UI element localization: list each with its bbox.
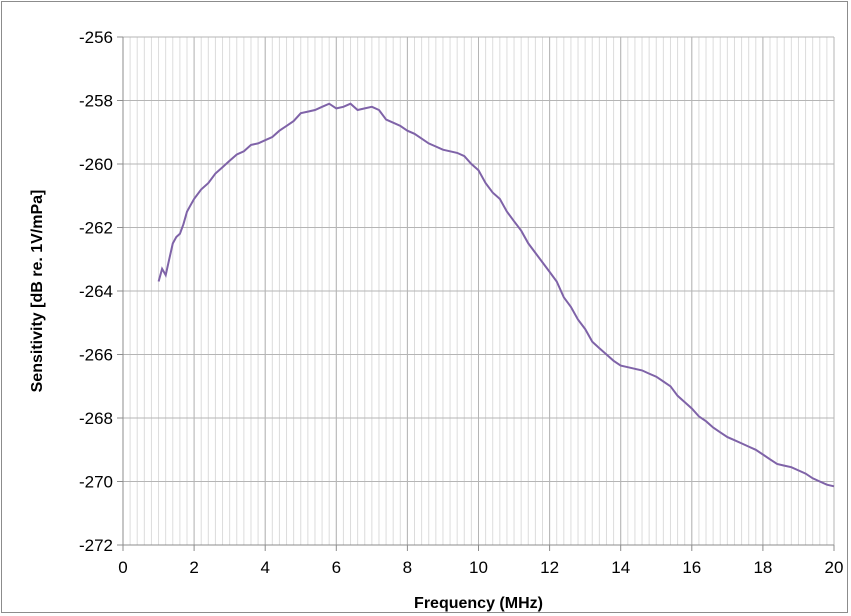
x-tick-label: 8 <box>403 558 412 577</box>
y-tick-label: -266 <box>79 346 113 365</box>
y-tick-label: -268 <box>79 409 113 428</box>
x-tick-label: 18 <box>753 558 772 577</box>
y-tick-label: -264 <box>79 282 113 301</box>
x-axis-title: Frequency (MHz) <box>414 595 543 612</box>
y-tick-label: -260 <box>79 155 113 174</box>
y-axis-ticks: -256 -258 -260 -262 -264 -266 -268 -270 -272 <box>79 28 123 555</box>
x-axis-ticks: 0 2 4 6 8 10 12 14 16 18 20 <box>118 545 843 577</box>
y-tick-label: -272 <box>79 536 113 555</box>
y-tick-label: -258 <box>79 92 113 111</box>
y-tick-label: -270 <box>79 473 113 492</box>
y-tick-label: -262 <box>79 219 113 238</box>
x-tick-label: 6 <box>332 558 341 577</box>
x-tick-label: 10 <box>469 558 488 577</box>
y-tick-label: -256 <box>79 28 113 47</box>
major-gridlines <box>122 36 835 546</box>
x-tick-label: 20 <box>825 558 844 577</box>
x-tick-label: 2 <box>189 558 198 577</box>
x-tick-label: 14 <box>611 558 630 577</box>
x-tick-label: 4 <box>260 558 269 577</box>
x-tick-label: 0 <box>118 558 127 577</box>
y-axis-title: Sensitivity [dB re. 1V/mPa] <box>29 190 46 393</box>
sensitivity-series-line <box>157 102 835 488</box>
x-tick-label: 12 <box>540 558 559 577</box>
x-tick-label: 16 <box>682 558 701 577</box>
